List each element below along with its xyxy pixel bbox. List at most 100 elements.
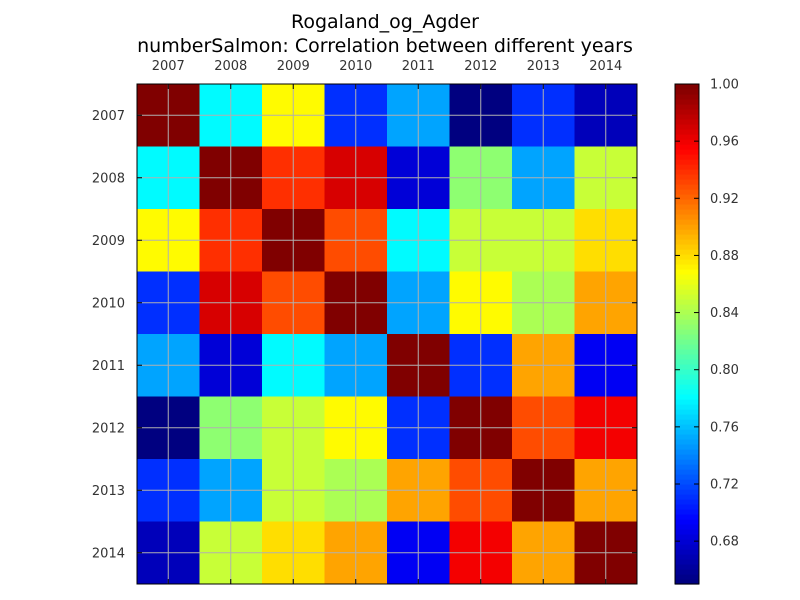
y-tick-label: 2010: [92, 296, 125, 311]
colorbar-segment: [675, 454, 699, 460]
colorbar-segment: [675, 544, 699, 550]
colorbar-segment: [675, 224, 699, 230]
colorbar-segment: [675, 409, 699, 415]
colorbar-segment: [675, 129, 699, 135]
colorbar-segment: [675, 554, 699, 560]
x-tick-label: 2012: [464, 59, 497, 74]
colorbar-segment: [675, 279, 699, 285]
colorbar-segment: [675, 119, 699, 125]
colorbar-segment: [675, 99, 699, 105]
heatmap-grid: [137, 84, 637, 584]
chart-title: Rogaland_og_Agder: [290, 11, 479, 33]
x-axis: 2007 2008 2009 2010 2011 2012 2013 2014: [152, 59, 622, 584]
colorbar-segment: [675, 364, 699, 370]
x-tick-label: 2008: [214, 59, 247, 74]
colorbar-segment: [675, 309, 699, 315]
colorbar-tick-label: 0.88: [710, 249, 739, 264]
colorbar-segment: [675, 499, 699, 505]
x-tick-label: 2011: [402, 59, 435, 74]
colorbar-segment: [675, 189, 699, 195]
colorbar-tick-label: 0.76: [710, 420, 739, 435]
colorbar-segment: [675, 304, 699, 310]
colorbar-segment: [675, 429, 699, 435]
colorbar-segment: [675, 379, 699, 385]
colorbar-segment: [675, 254, 699, 260]
colorbar: 0.68 0.72 0.76 0.80 0.84 0.88 0.92 0.96 1.00: [674, 78, 739, 585]
colorbar-tick-label: 0.72: [710, 478, 739, 493]
colorbar-segment: [675, 299, 699, 305]
colorbar-segment: [675, 259, 699, 265]
y-tick-label: 2014: [92, 546, 125, 561]
colorbar-segment: [675, 289, 699, 295]
colorbar-segment: [675, 179, 699, 185]
colorbar-segment: [675, 199, 699, 205]
y-tick-label: 2013: [92, 484, 125, 499]
colorbar-segment: [675, 124, 699, 130]
x-tick-label: 2007: [152, 59, 185, 74]
colorbar-segment: [675, 154, 699, 160]
colorbar-segment: [675, 209, 699, 215]
colorbar-segment: [675, 349, 699, 355]
colorbar-segment: [675, 504, 699, 510]
colorbar-segment: [675, 334, 699, 340]
colorbar-segment: [675, 579, 699, 585]
colorbar-tick-label: 0.68: [710, 535, 739, 550]
colorbar-segment: [675, 394, 699, 400]
colorbar-segment: [675, 424, 699, 430]
y-tick-label: 2008: [92, 171, 125, 186]
colorbar-tick-label: 0.84: [710, 306, 739, 321]
colorbar-segment: [675, 459, 699, 465]
colorbar-segment: [675, 184, 699, 190]
colorbar-segment: [675, 144, 699, 150]
colorbar-segment: [675, 449, 699, 455]
colorbar-segment: [675, 329, 699, 335]
y-tick-label: 2012: [92, 421, 125, 436]
colorbar-segment: [675, 534, 699, 540]
colorbar-segment: [675, 389, 699, 395]
colorbar-segment: [675, 149, 699, 155]
colorbar-segment: [675, 474, 699, 480]
colorbar-segment: [675, 444, 699, 450]
colorbar-segment: [675, 84, 699, 90]
colorbar-segment: [675, 514, 699, 520]
colorbar-segment: [675, 564, 699, 570]
colorbar-segment: [675, 214, 699, 220]
colorbar-tick-label: 0.96: [710, 135, 739, 150]
colorbar-segment: [675, 574, 699, 580]
colorbar-segment: [675, 524, 699, 530]
y-tick-label: 2009: [92, 234, 125, 249]
colorbar-segment: [675, 269, 699, 275]
y-tick-label: 2007: [92, 109, 125, 124]
colorbar-segment: [675, 264, 699, 270]
colorbar-segment: [675, 354, 699, 360]
colorbar-segment: [675, 284, 699, 290]
colorbar-segment: [675, 339, 699, 345]
plot-frame: [136, 83, 638, 585]
colorbar-segment: [675, 319, 699, 325]
colorbar-segment: [675, 414, 699, 420]
colorbar-segment: [675, 229, 699, 235]
colorbar-segment: [675, 159, 699, 165]
colorbar-segment: [675, 369, 699, 375]
colorbar-segment: [675, 469, 699, 475]
colorbar-segment: [675, 174, 699, 180]
colorbar-segment: [675, 94, 699, 100]
colorbar-segment: [675, 399, 699, 405]
chart-subtitle: numberSalmon: Correlation between differ…: [137, 35, 633, 57]
colorbar-segment: [675, 439, 699, 445]
colorbar-segment: [675, 539, 699, 545]
colorbar-segment: [675, 239, 699, 245]
x-tick-label: 2014: [589, 59, 622, 74]
x-tick-label: 2009: [277, 59, 310, 74]
x-tick-label: 2013: [527, 59, 560, 74]
colorbar-segment: [675, 114, 699, 120]
colorbar-segment: [675, 219, 699, 225]
colorbar-segment: [675, 374, 699, 380]
colorbar-segment: [675, 384, 699, 390]
y-tick-label: 2011: [92, 359, 125, 374]
colorbar-tick-label: 0.80: [710, 363, 739, 378]
colorbar-segment: [675, 169, 699, 175]
colorbar-segment: [675, 324, 699, 330]
colorbar-segment: [675, 484, 699, 490]
